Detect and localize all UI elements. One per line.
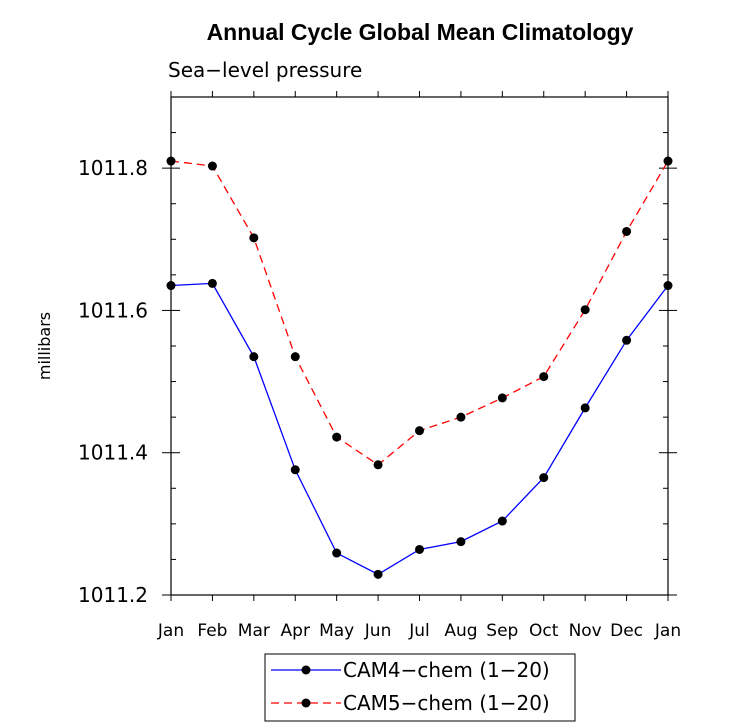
y-tick-label: 1011.4 — [78, 441, 148, 465]
x-tick-label: Oct — [529, 621, 559, 641]
legend: CAM4−chem (1−20) CAM5−chem (1−20) — [264, 653, 576, 722]
legend-label-cam5: CAM5−chem (1−20) — [343, 691, 550, 715]
data-point-cam4 — [456, 537, 466, 547]
data-point-cam4 — [290, 465, 300, 475]
y-axis-label: millibars — [35, 312, 54, 380]
data-point-cam4 — [373, 569, 383, 579]
y-tick-label: 1011.6 — [78, 298, 148, 322]
y-tick-label: 1011.2 — [78, 583, 148, 607]
chart-subtitle: Sea−level pressure — [168, 58, 362, 82]
series-line-cam5 — [170, 160, 669, 466]
data-point-cam4 — [249, 352, 259, 362]
data-point-cam4 — [415, 544, 424, 554]
series-layer — [166, 156, 673, 579]
data-point-cam5 — [249, 233, 259, 243]
data-point-cam5 — [290, 352, 300, 362]
x-tick-label: Mar — [238, 621, 270, 641]
data-point-cam5 — [622, 226, 632, 236]
data-point-cam5 — [207, 161, 217, 171]
y-tick-labels: 1011.2 1011.4 1011.6 1011.8 — [78, 156, 148, 607]
x-tick-label: Jul — [408, 621, 430, 641]
x-tick-labels: Jan Feb Mar Apr May Jun Jul Aug Sep Oct Nov Dec Jan — [157, 621, 681, 641]
x-tick-label: Sep — [486, 621, 518, 641]
data-point-cam4 — [580, 403, 590, 413]
legend-marker-cam5 — [301, 698, 311, 708]
x-tick-label: May — [319, 621, 354, 641]
y-tick-label: 1011.8 — [78, 156, 148, 180]
legend-marker-cam4 — [301, 665, 311, 675]
data-point-cam5 — [497, 393, 507, 403]
plot-frame — [170, 96, 669, 596]
data-point-cam5 — [332, 432, 342, 442]
x-tick-label: Feb — [197, 621, 227, 641]
x-tick-label: Jun — [364, 621, 392, 641]
data-point-cam5 — [539, 372, 549, 382]
x-tick-label: Nov — [569, 621, 602, 641]
data-point-cam4 — [207, 278, 217, 288]
data-point-cam5 — [373, 460, 383, 470]
x-tick-label: Dec — [610, 621, 643, 641]
data-point-cam4 — [332, 548, 342, 558]
x-tick-label: Jan — [157, 621, 184, 641]
x-tick-label: Jan — [654, 621, 681, 641]
x-tick-label: Aug — [444, 621, 477, 641]
data-point-cam4 — [622, 335, 632, 345]
data-point-cam5 — [456, 412, 466, 422]
legend-label-cam4: CAM4−chem (1−20) — [343, 658, 550, 682]
chart-title: Annual Cycle Global Mean Climatology — [207, 19, 634, 45]
legend-box — [264, 653, 576, 722]
data-point-cam5 — [415, 426, 424, 436]
data-point-cam4 — [497, 516, 507, 526]
x-tick-label: Apr — [281, 621, 310, 641]
data-point-cam4 — [539, 473, 549, 483]
axis-ticks — [162, 91, 677, 601]
data-point-cam5 — [580, 305, 590, 315]
